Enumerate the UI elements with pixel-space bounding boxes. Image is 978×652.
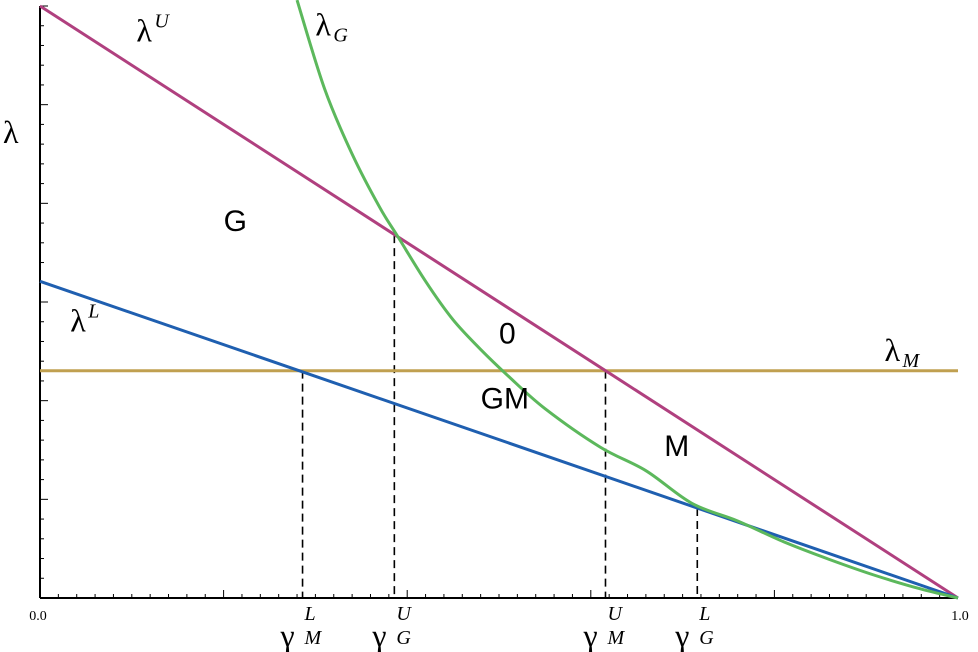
x-tick-label: 0.0 bbox=[29, 609, 47, 624]
series-label: λ bbox=[136, 13, 152, 49]
gamma-label: γ bbox=[582, 617, 597, 652]
region-label: G bbox=[224, 205, 247, 238]
gamma-label-sup: U bbox=[396, 603, 412, 625]
gamma-label-sub: G bbox=[699, 627, 714, 649]
gamma-label-sub: G bbox=[396, 627, 411, 649]
gamma-label-sup: U bbox=[607, 603, 623, 625]
series-label-sup: L bbox=[87, 301, 99, 323]
series-label-sub: G bbox=[333, 25, 348, 47]
region-label: M bbox=[664, 430, 689, 463]
series-line bbox=[295, 0, 959, 600]
gamma-label: γ bbox=[371, 617, 386, 652]
region-label: GM bbox=[481, 383, 529, 416]
series-label: λ bbox=[885, 332, 901, 368]
series-line bbox=[39, 279, 959, 600]
gamma-label: γ bbox=[280, 617, 295, 652]
gamma-label: γ bbox=[674, 617, 689, 652]
gamma-label-sup: L bbox=[304, 603, 316, 625]
gamma-label-sup: L bbox=[698, 603, 710, 625]
y-axis-label: λ bbox=[3, 114, 19, 150]
series-label: λ bbox=[315, 7, 331, 43]
region-label: 0 bbox=[499, 317, 516, 350]
axes bbox=[39, 5, 958, 599]
series-label-sub: M bbox=[902, 350, 921, 372]
series-label-sup: U bbox=[154, 11, 170, 33]
series-label: λ bbox=[70, 303, 86, 339]
series-line bbox=[39, 4, 959, 600]
plot-area bbox=[39, 0, 959, 600]
x-tick-label: 1.0 bbox=[951, 609, 969, 624]
gamma-label-sub: M bbox=[606, 627, 625, 649]
gamma-label-sub: M bbox=[304, 627, 323, 649]
